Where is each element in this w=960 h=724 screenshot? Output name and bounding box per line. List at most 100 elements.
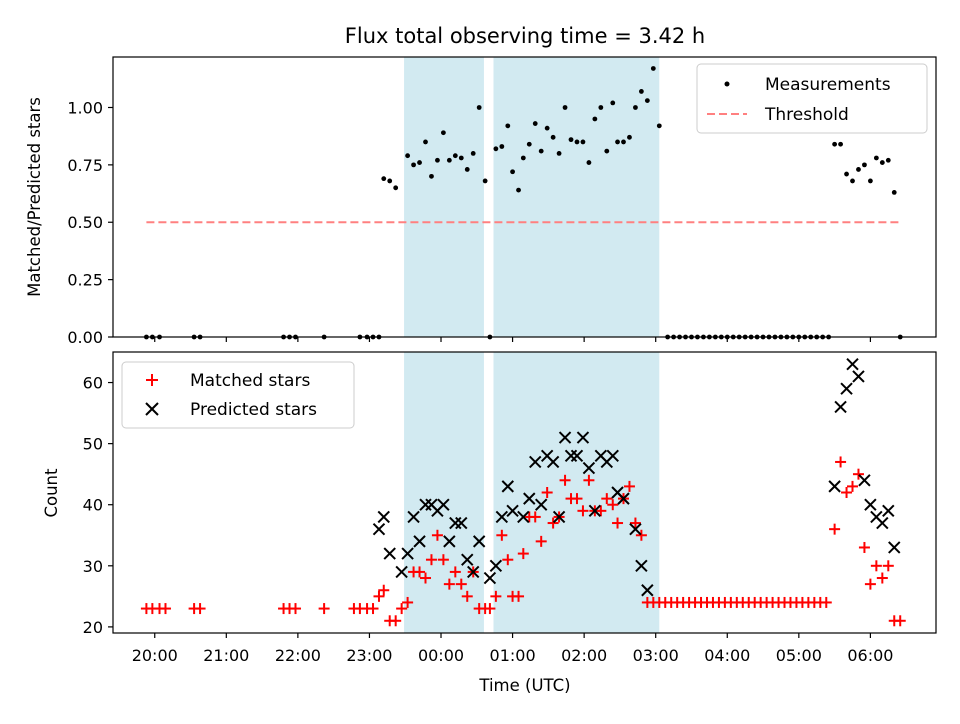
bottom-x-tick-label: 06:00	[847, 646, 893, 665]
measurement-point	[644, 98, 650, 104]
top-x-ticks	[154, 337, 871, 342]
predicted-point	[461, 553, 474, 566]
bottom-y-tick-label: 30	[83, 557, 103, 576]
measurement-point	[458, 155, 464, 161]
measurement-point	[656, 123, 662, 129]
bottom-legend-box	[121, 361, 355, 429]
bottom-y-tick-label: 60	[83, 374, 103, 393]
matched-point	[841, 487, 853, 498]
predicted-point	[552, 510, 566, 524]
matched-point	[583, 474, 595, 486]
predicted-point	[617, 492, 630, 505]
predicted-point	[858, 474, 871, 487]
predicted-point	[401, 547, 414, 560]
measurement-point	[891, 190, 897, 195]
matched-point	[443, 578, 455, 590]
matched-point	[876, 572, 888, 584]
bottom-x-tick-label: 21:00	[203, 646, 249, 665]
measurement-point	[411, 162, 416, 168]
measurement-point	[526, 141, 532, 147]
matched-point	[496, 529, 508, 541]
predicted-point	[383, 547, 396, 560]
matched-point	[635, 529, 647, 541]
predicted-point	[846, 358, 859, 371]
legend-label-threshold: Threshold	[764, 105, 849, 125]
measurement-point	[405, 153, 411, 159]
top-y-tick-label: 0.50	[67, 213, 103, 232]
bottom-y-axis-label: Count	[42, 468, 61, 518]
measurement-point	[429, 173, 434, 179]
predicted-point	[635, 559, 648, 573]
bottom-x-tick-label: 03:00	[633, 646, 679, 665]
matched-point	[502, 554, 514, 566]
top-panel: 0.00 0.25 0.50 0.75 1.00 Matched/Predicted s…	[25, 56, 937, 347]
predicted-point	[840, 382, 853, 395]
predicted-point	[576, 431, 590, 444]
measurement-point	[482, 178, 488, 184]
matched-point	[414, 566, 426, 578]
bottom-legend: Matched stars Predicted stars	[121, 361, 355, 429]
measurement-point	[532, 121, 538, 126]
predicted-point	[529, 455, 542, 469]
measurement-point	[510, 169, 515, 175]
legend-marker-measurements	[724, 81, 730, 87]
bottom-x-axis-label: Time (UTC)	[478, 676, 570, 695]
measurement-point	[856, 167, 861, 172]
measurement-point	[580, 139, 586, 145]
predicted-point	[443, 535, 456, 548]
predicted-point	[570, 449, 584, 463]
predicted-point	[882, 504, 895, 518]
predicted-point	[864, 498, 877, 511]
measurement-point	[423, 139, 428, 145]
measurement-point	[417, 160, 422, 165]
matched-point	[437, 554, 449, 566]
top-y-tick-label: 0.75	[67, 156, 103, 175]
measurement-point	[862, 162, 867, 168]
matched-point	[431, 529, 443, 541]
top-y-tick-label: 1.00	[67, 98, 103, 117]
predicted-point	[506, 504, 519, 518]
predicted-point	[828, 480, 841, 493]
bottom-x-tick-label: 05:00	[776, 646, 822, 665]
top-axes-frame	[112, 56, 937, 338]
predicted-point	[472, 535, 486, 548]
measurement-point	[505, 123, 511, 129]
measurement-point	[470, 150, 476, 156]
predicted-point	[372, 522, 386, 536]
matched-point	[847, 480, 859, 492]
bottom-y-tick-label: 20	[83, 618, 103, 637]
matched-point	[378, 584, 390, 596]
predicted-point	[888, 541, 901, 554]
matched-point	[820, 596, 832, 608]
bottom-x-tick-label: 01:00	[490, 646, 536, 665]
measurement-point	[873, 155, 879, 161]
measurement-point	[516, 187, 521, 193]
matched-point	[864, 578, 876, 590]
predicted-point	[517, 510, 530, 524]
predicted-point	[534, 498, 548, 511]
matched-point	[194, 603, 206, 615]
bottom-axes-frame	[112, 351, 937, 634]
top-highlight-spans	[404, 57, 660, 337]
matched-point	[455, 578, 467, 590]
measurement-point	[393, 185, 399, 191]
bottom-y-ticks: 20 30 40 50 60	[83, 374, 113, 637]
bottom-x-tick-label: 22:00	[275, 646, 321, 665]
matched-point	[858, 541, 870, 553]
top-legend-box	[696, 63, 928, 134]
highlight-span-1	[404, 352, 484, 633]
predicted-point	[413, 535, 426, 548]
predicted-point	[606, 449, 619, 463]
measurement-point	[627, 134, 632, 140]
bottom-matched-points	[140, 456, 906, 627]
legend-marker-predicted	[145, 402, 159, 416]
measurement-point	[562, 105, 568, 110]
measurement-point	[885, 157, 891, 163]
bottom-x-tick-label: 00:00	[418, 646, 464, 665]
bottom-predicted-points	[372, 358, 901, 597]
predicted-point	[467, 565, 480, 579]
measurement-point	[476, 105, 482, 110]
measurement-point	[568, 137, 574, 143]
predicted-point	[501, 480, 515, 493]
